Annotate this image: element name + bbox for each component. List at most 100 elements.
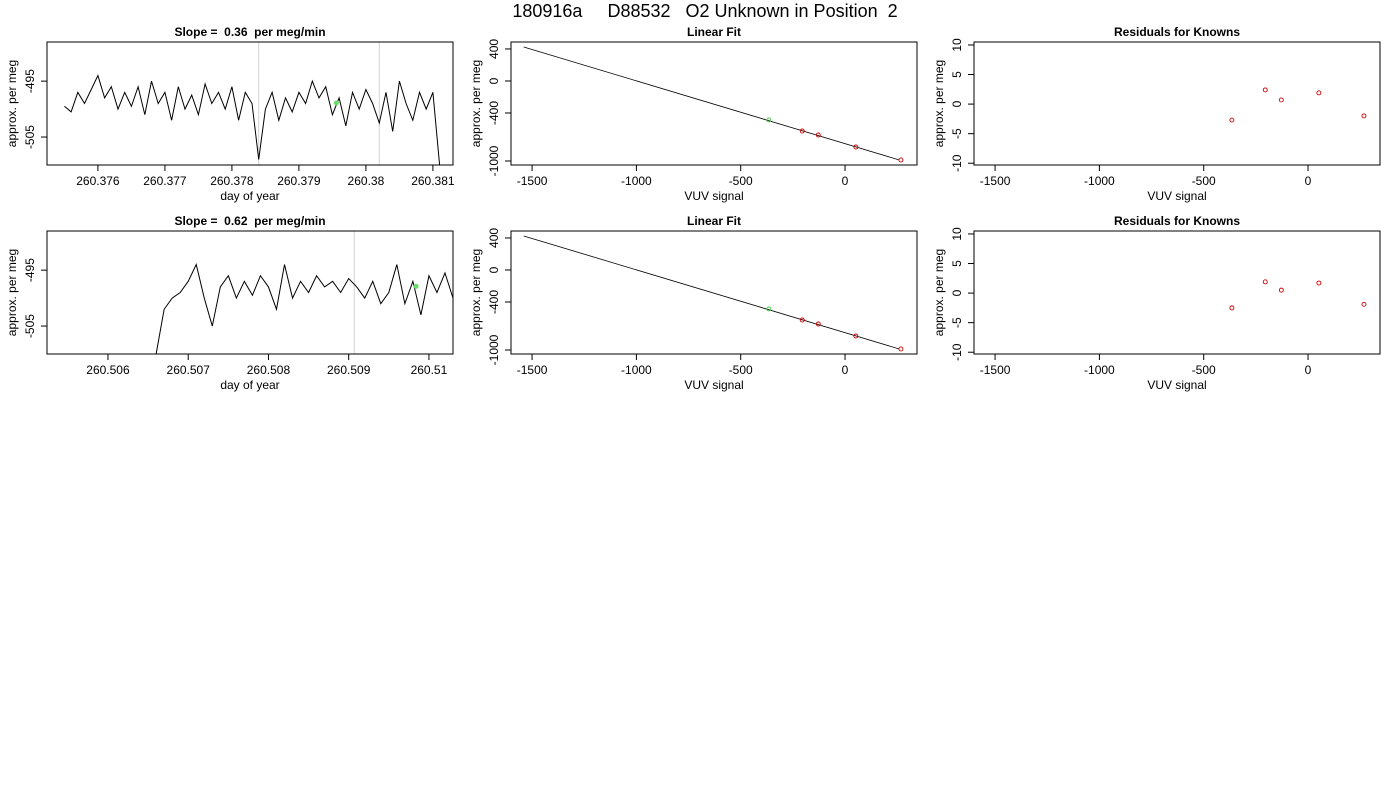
plot-frame bbox=[510, 41, 918, 166]
point bbox=[1278, 287, 1284, 293]
x-axis-label: VUV signal bbox=[684, 378, 743, 392]
x-tick-label: 260.379 bbox=[277, 174, 321, 188]
x-tick-label: -500 bbox=[729, 363, 753, 377]
y-tick-label: -5 bbox=[950, 317, 964, 328]
plot-area bbox=[523, 235, 904, 352]
point bbox=[766, 117, 772, 123]
y-tick-label: -505 bbox=[23, 125, 37, 149]
point bbox=[1229, 305, 1235, 311]
point bbox=[1262, 279, 1268, 285]
y-tick-label: -10 bbox=[950, 154, 964, 172]
x-tick-label: -1500 bbox=[517, 174, 548, 188]
x-tick-label: -500 bbox=[1192, 174, 1216, 188]
panel: Slope = 0.36 per meg/min day of year appro… bbox=[5, 25, 455, 203]
panel: Residuals for Knowns VUV signal approx. pe… bbox=[932, 214, 1381, 392]
plot-area bbox=[1229, 87, 1367, 123]
plot-area bbox=[523, 46, 904, 163]
point bbox=[1262, 87, 1268, 93]
panel: Slope = 0.62 per meg/min day of year appro… bbox=[5, 214, 454, 392]
y-tick-label: -495 bbox=[23, 69, 37, 93]
x-tick-label: 0 bbox=[842, 363, 849, 377]
x-axis-label: day of year bbox=[220, 189, 279, 203]
x-tick-label: 260.376 bbox=[76, 174, 120, 188]
x-axis-label: day of year bbox=[220, 378, 279, 392]
fit-line bbox=[523, 46, 900, 161]
point bbox=[799, 128, 805, 134]
plot-frame bbox=[973, 230, 1381, 355]
panel: Linear Fit VUV signal approx. per meg -1500… bbox=[469, 214, 918, 392]
y-tick-label: -400 bbox=[487, 101, 501, 125]
point bbox=[853, 333, 859, 339]
y-axis-label: approx. per meg bbox=[5, 60, 19, 147]
x-tick-label: -1500 bbox=[980, 363, 1011, 377]
x-tick-label: 260.38 bbox=[348, 174, 385, 188]
x-axis-label: VUV signal bbox=[1147, 378, 1206, 392]
point bbox=[1361, 301, 1367, 307]
y-tick-label: 0 bbox=[487, 266, 501, 273]
panel-title: Linear Fit bbox=[687, 214, 741, 228]
x-tick-label: 260.51 bbox=[411, 363, 448, 377]
plot-area bbox=[64, 42, 441, 165]
panel-title: Slope = 0.62 per meg/min bbox=[174, 214, 325, 228]
x-tick-label: 0 bbox=[1305, 174, 1312, 188]
x-tick-label: -1000 bbox=[621, 174, 652, 188]
plot-frame bbox=[46, 41, 454, 166]
panel-title: Residuals for Knowns bbox=[1114, 25, 1240, 39]
y-tick-label: -5 bbox=[950, 128, 964, 139]
panel-title: Linear Fit bbox=[687, 25, 741, 39]
x-tick-label: -1000 bbox=[621, 363, 652, 377]
y-tick-label: -1000 bbox=[487, 145, 501, 176]
point bbox=[1316, 280, 1322, 286]
series-line bbox=[155, 263, 453, 354]
y-tick-label: -400 bbox=[487, 290, 501, 314]
x-tick-label: 260.507 bbox=[167, 363, 211, 377]
x-axis-label: VUV signal bbox=[684, 189, 743, 203]
y-tick-label: 0 bbox=[950, 100, 964, 107]
y-tick-label: 10 bbox=[950, 227, 964, 241]
x-tick-label: -500 bbox=[729, 174, 753, 188]
x-tick-label: -500 bbox=[1192, 363, 1216, 377]
y-tick-label: -505 bbox=[23, 314, 37, 338]
x-tick-label: -1000 bbox=[1084, 363, 1115, 377]
panel-title: Slope = 0.36 per meg/min bbox=[174, 25, 325, 39]
point bbox=[815, 321, 821, 327]
y-tick-label: 400 bbox=[487, 39, 501, 59]
point bbox=[815, 132, 821, 138]
x-tick-label: -1500 bbox=[517, 363, 548, 377]
y-axis-label: approx. per meg bbox=[932, 60, 946, 147]
plot-area bbox=[155, 231, 453, 354]
plot-frame bbox=[973, 41, 1381, 166]
plot-frame bbox=[510, 230, 918, 355]
x-tick-label: 260.506 bbox=[86, 363, 130, 377]
marker-point bbox=[413, 283, 419, 289]
y-tick-label: 0 bbox=[487, 77, 501, 84]
y-tick-label: 0 bbox=[950, 289, 964, 296]
point bbox=[1278, 97, 1284, 103]
y-tick-label: 10 bbox=[950, 38, 964, 52]
point bbox=[1316, 90, 1322, 96]
plot-area bbox=[1229, 279, 1367, 311]
y-axis-label: approx. per meg bbox=[5, 249, 19, 336]
x-tick-label: 260.381 bbox=[411, 174, 455, 188]
fit-line bbox=[523, 235, 900, 350]
x-axis-label: VUV signal bbox=[1147, 189, 1206, 203]
x-tick-label: 0 bbox=[842, 174, 849, 188]
y-tick-label: -1000 bbox=[487, 334, 501, 365]
x-tick-label: 260.377 bbox=[143, 174, 187, 188]
y-tick-label: 5 bbox=[950, 71, 964, 78]
point bbox=[1229, 117, 1235, 123]
panel: Linear Fit VUV signal approx. per meg -1500… bbox=[469, 25, 918, 203]
y-axis-label: approx. per meg bbox=[932, 249, 946, 336]
series-line bbox=[64, 74, 441, 165]
point bbox=[1361, 113, 1367, 119]
y-axis-label: approx. per meg bbox=[469, 60, 483, 147]
x-tick-label: -1500 bbox=[980, 174, 1011, 188]
point bbox=[898, 346, 904, 352]
panel-title: Residuals for Knowns bbox=[1114, 214, 1240, 228]
x-tick-label: 0 bbox=[1305, 363, 1312, 377]
point bbox=[766, 306, 772, 312]
point bbox=[898, 157, 904, 163]
page-title: 180916a D88532 O2 Unknown in Position 2 bbox=[512, 1, 897, 21]
y-axis-label: approx. per meg bbox=[469, 249, 483, 336]
